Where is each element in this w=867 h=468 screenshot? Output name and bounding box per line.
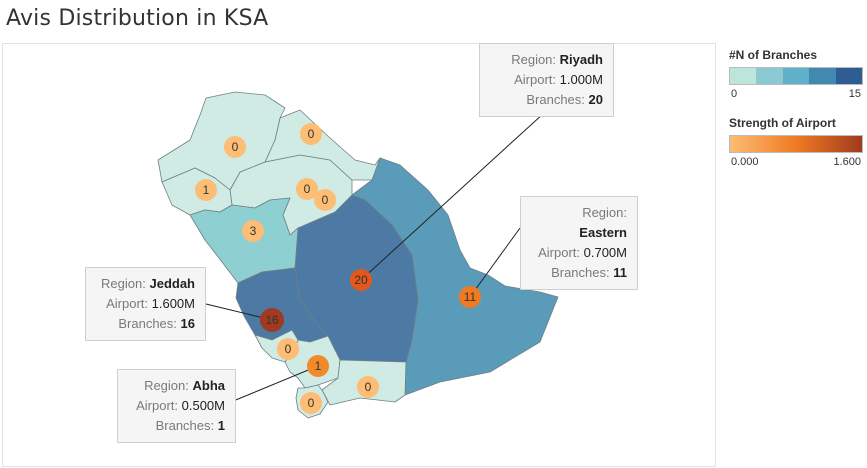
marker-label: 0: [232, 140, 239, 154]
marker-circle[interactable]: [277, 338, 299, 360]
marker-label: 0: [304, 182, 311, 196]
marker-jazan[interactable]: 0: [300, 392, 322, 414]
legend-branches-min: 0: [731, 88, 738, 100]
marker-label: 3: [250, 224, 257, 238]
marker-label: 0: [285, 342, 292, 356]
tooltip-riyadh: Region: Riyadh Airport: 1.000M Branches:…: [479, 43, 614, 117]
marker-riyadh[interactable]: 20: [350, 269, 372, 291]
marker-label: 11: [464, 290, 477, 304]
legend-strength-title: Strength of Airport: [729, 116, 836, 130]
marker-circle[interactable]: [357, 376, 379, 398]
region-tabuk[interactable]: [157, 91, 286, 191]
marker-label: 0: [365, 380, 372, 394]
marker-hail-b[interactable]: 0: [314, 189, 336, 211]
legend-strength-scale: [729, 135, 863, 153]
marker-label: 1: [203, 183, 210, 197]
legend-strength-min: 0.000: [731, 156, 759, 168]
legend-branches: #N of Branches 0 15: [729, 48, 863, 102]
legend-branches-swatch: [730, 68, 757, 84]
marker-circle[interactable]: [242, 220, 264, 242]
marker-circle[interactable]: [260, 308, 284, 332]
marker-circle[interactable]: [195, 179, 217, 201]
marker-label: 0: [322, 193, 329, 207]
tooltip-eastern: Region: Eastern Airport: 0.700M Branches…: [520, 196, 638, 290]
marker-circle[interactable]: [300, 392, 322, 414]
legend-branches-title: #N of Branches: [729, 48, 818, 62]
leader-eastern: [469, 227, 521, 298]
marker-label: 0: [308, 127, 315, 141]
marker-najran[interactable]: 0: [357, 376, 379, 398]
marker-label: 1: [315, 359, 322, 373]
tooltip-abha: Region: Abha Airport: 0.500M Branches: 1: [117, 369, 236, 443]
legend-strength: Strength of Airport 0.000 1.600: [729, 116, 863, 170]
marker-jawf[interactable]: 0: [300, 123, 322, 145]
legend-branches-swatch: [782, 68, 810, 84]
legend-branches-swatch: [756, 68, 783, 84]
marker-madinah-north[interactable]: 1: [195, 179, 217, 201]
marker-circle[interactable]: [307, 355, 329, 377]
marker-jeddah[interactable]: 16: [260, 308, 284, 332]
marker-circle[interactable]: [314, 189, 336, 211]
region-madinah[interactable]: [189, 197, 299, 284]
leader-lines: [205, 112, 545, 405]
marker-circle[interactable]: [224, 136, 246, 158]
legend-branches-max: 15: [848, 88, 861, 100]
marker-label: 20: [354, 273, 368, 287]
marker-label: 16: [265, 313, 279, 327]
marker-label: 0: [308, 396, 315, 410]
marker-circle[interactable]: [296, 178, 318, 200]
marker-circle[interactable]: [459, 286, 481, 308]
tooltip-jeddah: Region: Jeddah Airport: 1.600M Branches:…: [85, 267, 206, 341]
leader-abha: [225, 365, 319, 405]
marker-eastern[interactable]: 11: [459, 286, 481, 308]
marker-abha[interactable]: 1: [307, 355, 329, 377]
legend-branches-swatch: [835, 68, 863, 84]
marker-circle[interactable]: [350, 269, 372, 291]
marker-baha[interactable]: 0: [277, 338, 299, 360]
page-title: Avis Distribution in KSA: [6, 6, 269, 31]
legend-branches-scale: [729, 67, 863, 85]
marker-madinah[interactable]: 3: [242, 220, 264, 242]
marker-tabuk[interactable]: 0: [224, 136, 246, 158]
leader-riyadh: [360, 112, 545, 281]
marker-circle[interactable]: [300, 123, 322, 145]
marker-hail-a[interactable]: 0: [296, 178, 318, 200]
legend-strength-max: 1.600: [833, 156, 861, 168]
legend-branches-swatch: [809, 68, 836, 84]
